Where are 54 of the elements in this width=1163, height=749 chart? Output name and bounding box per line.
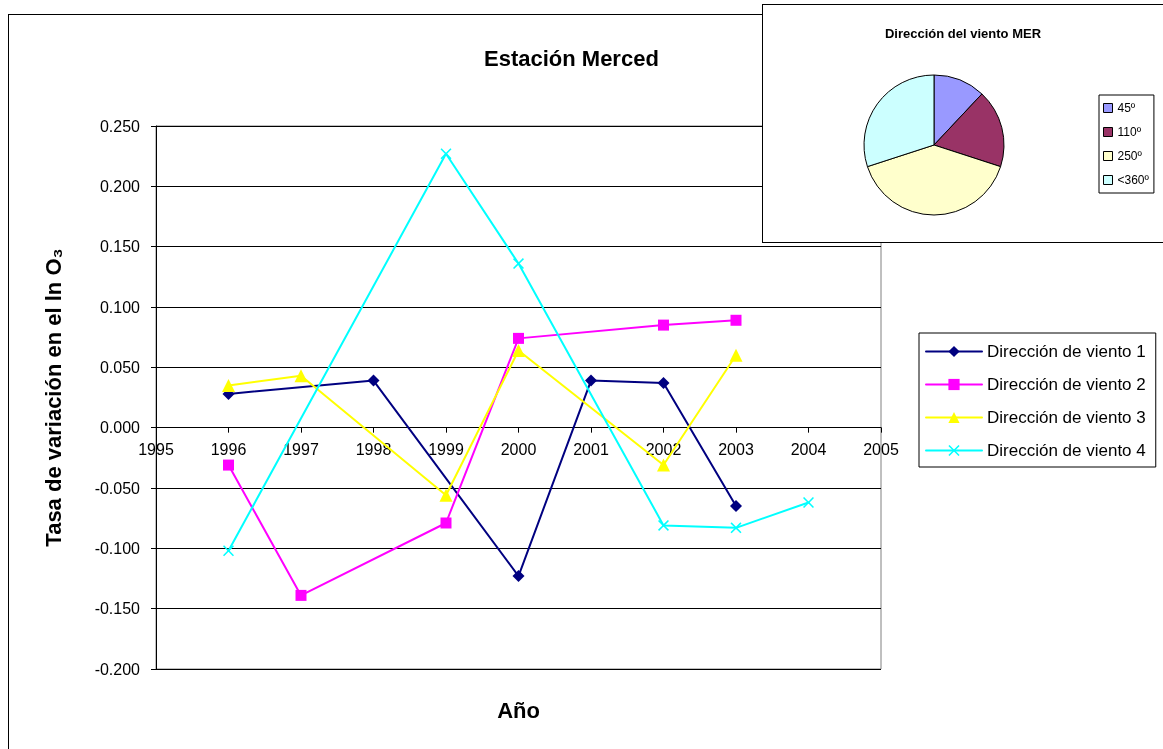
x-tick-label: 2001 [573,441,609,459]
point [512,570,525,583]
y-tick-label: -0.150 [94,600,141,618]
y-axis-title: Tasa de variación en el ln O₃ [40,248,66,547]
point [223,459,234,471]
point [803,496,814,508]
point [440,148,452,160]
point [440,517,452,529]
point [222,378,235,392]
point [585,374,597,387]
point [657,458,670,472]
y-tick-label: -0.050 [94,479,141,497]
x-tick-label: 2000 [500,441,537,459]
legend-label: 250º [1117,149,1143,163]
y-tick-label: -0.200 [94,660,141,678]
point [223,545,234,557]
point [730,500,742,513]
y-tick-label: 0.200 [99,177,141,195]
y-tick-label: 0.100 [99,298,141,316]
point [512,343,525,357]
point [658,519,669,531]
x-tick-label: 1996 [210,441,247,459]
chart-title: Dirección del viento MER [884,26,1042,41]
x-tick-label: 2005 [863,441,899,459]
y-tick-label: 0.150 [99,238,141,256]
point [513,332,524,344]
x-tick-label: 2003 [718,441,754,459]
x-tick-label: 1998 [355,441,392,459]
y-tick-label: 0.050 [99,358,141,376]
chart-title: Estación Merced [484,45,659,71]
point [295,589,307,601]
legend-label: Dirección de viento 1 [987,342,1146,361]
x-tick-label: 2004 [790,441,827,459]
x-axis-title: Año [497,698,540,724]
legend-label: Dirección de viento 2 [987,375,1146,394]
point [729,348,743,362]
point [294,369,308,383]
legend-label: <360º [1117,173,1150,187]
point [730,314,742,326]
point [730,522,742,534]
legend-label: 110º [1117,125,1142,139]
legend-label: 45º [1117,101,1136,115]
x-tick-label: 1999 [428,441,464,459]
point [658,319,669,331]
x-tick-label: 1997 [283,441,319,459]
point [439,488,453,502]
point [657,377,670,390]
y-tick-label: 0.000 [99,419,141,437]
y-tick-label: 0.250 [99,117,141,135]
legend-label: Dirección de viento 3 [987,408,1146,427]
legend-label: Dirección de viento 4 [987,441,1146,460]
point [367,374,380,387]
y-tick-label: -0.100 [94,539,141,557]
point [513,258,524,270]
